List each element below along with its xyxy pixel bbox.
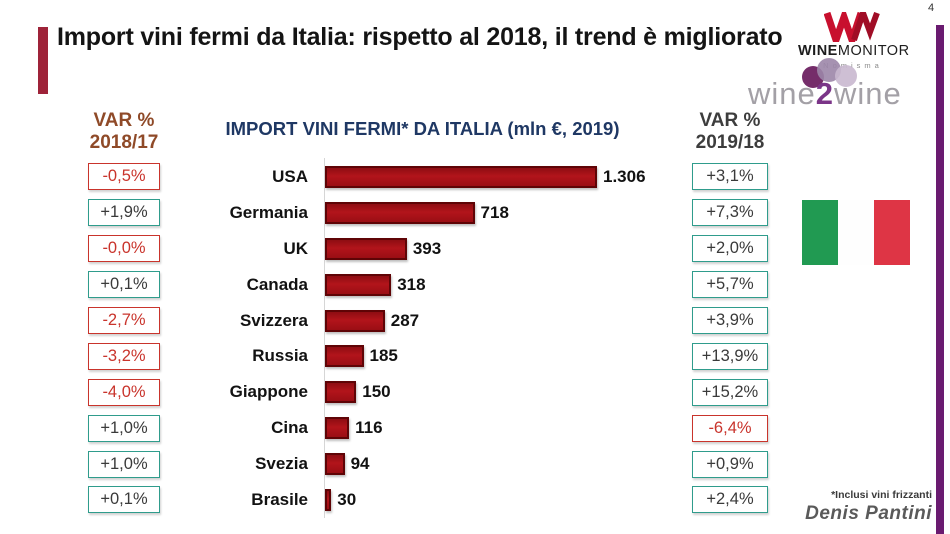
category-label: Brasile — [251, 489, 308, 509]
category-label: Canada — [246, 274, 308, 294]
wine2wine-part1: wine — [748, 76, 816, 111]
var-2018-17-header-line2: 2018/17 — [89, 131, 159, 153]
bar — [325, 488, 332, 511]
var-2018-17-column: -0,5% +1,9% -0,0% +0,1% -2,7% -3,2% -4,0… — [88, 159, 160, 518]
var-box: +3,9% — [692, 307, 768, 334]
var-2019-18-header-line2: 2019/18 — [695, 131, 765, 153]
wine2wine-wordmark: wine2wine — [748, 76, 902, 112]
wine2wine-grapes-icon — [802, 58, 857, 88]
var-box: +1,0% — [88, 414, 160, 442]
chart-row: Russia 185 — [186, 338, 656, 374]
chart-row: Germania 718 — [186, 195, 656, 231]
bar-value-label: 116 — [355, 418, 383, 438]
bar-value-label: 185 — [369, 346, 398, 366]
category-label: Svezia — [255, 454, 308, 474]
bar-value-label: 287 — [390, 310, 420, 330]
bar — [325, 201, 475, 224]
winemonitor-logo: WINEMONITOR Nomisma — [798, 12, 910, 70]
winemonitor-wordmark: WINEMONITOR — [798, 43, 910, 59]
var-box: -4,0% — [88, 378, 160, 406]
var-box: -3,2% — [88, 342, 160, 370]
category-label: Germania — [229, 202, 308, 222]
bar-value-label: 318 — [397, 274, 426, 294]
bar-chart: USA 1.306 Germania 718 UK 393 Canada 318 Svi… — [186, 159, 656, 518]
category-label: Cina — [271, 418, 308, 438]
var-box: +0,9% — [692, 450, 768, 478]
var-box: -2,7% — [88, 307, 160, 334]
chart-row: USA 1.306 — [186, 159, 656, 195]
bar — [325, 453, 345, 476]
bar-value-label: 30 — [337, 489, 357, 509]
page-number: 4 — [928, 2, 935, 14]
chart-row: Svizzera 287 — [186, 303, 656, 339]
bar-value-label: 150 — [362, 382, 391, 402]
var-2018-17-header: VAR % 2018/17 — [64, 110, 184, 154]
italy-flag-icon — [802, 200, 910, 265]
var-2019-18-header: VAR % 2019/18 — [670, 110, 790, 154]
bar — [325, 381, 357, 404]
var-box: +1,9% — [88, 199, 160, 227]
title-accent-bar — [38, 27, 48, 94]
bar — [325, 309, 385, 332]
category-label: Giappone — [229, 382, 308, 402]
right-side-bar — [936, 25, 944, 534]
var-2019-18-column: +3,1% +7,3% +2,0% +5,7% +3,9% +13,9% +15… — [692, 159, 768, 518]
winemonitor-wordmark-regular: MONITOR — [837, 43, 910, 59]
winemonitor-mark-icon — [824, 12, 880, 42]
category-label: USA — [272, 166, 308, 186]
chart-row: Cina 116 — [186, 410, 656, 446]
chart-row: Canada 318 — [186, 267, 656, 303]
bar — [325, 273, 392, 296]
footnote: *Inclusi vini frizzanti — [831, 489, 932, 501]
bar — [325, 237, 407, 260]
bar-value-label: 393 — [412, 238, 442, 258]
var-box: -0,5% — [88, 163, 160, 191]
chart-row: Giappone 150 — [186, 374, 656, 410]
bar — [325, 417, 350, 440]
author-name: Denis Pantini — [805, 503, 932, 524]
winemonitor-wordmark-bold: WINE — [798, 43, 838, 59]
var-box: -6,4% — [692, 414, 768, 442]
chart-row: Svezia 94 — [186, 446, 656, 482]
var-box: +1,0% — [88, 450, 160, 478]
bar — [325, 165, 597, 188]
category-label: UK — [283, 238, 308, 258]
wine2wine-part3: wine — [834, 76, 902, 111]
chart-row: Brasile 30 — [186, 482, 656, 518]
var-box: +0,1% — [88, 486, 160, 514]
chart-axis-line — [324, 158, 325, 518]
var-box: +3,1% — [692, 163, 768, 191]
slide-title: Import vini fermi da Italia: rispetto al… — [57, 23, 783, 51]
bar-value-label: 1.306 — [603, 166, 646, 186]
bar-value-label: 94 — [350, 454, 370, 474]
var-2019-18-header-line1: VAR % — [699, 110, 761, 131]
var-box: +2,4% — [692, 486, 768, 514]
var-box: -0,0% — [88, 235, 160, 263]
var-2018-17-header-line1: VAR % — [93, 110, 155, 131]
var-box: +13,9% — [692, 342, 768, 370]
wine2wine-part2: 2 — [815, 76, 835, 111]
category-label: Russia — [252, 346, 308, 366]
category-label: Svizzera — [239, 310, 308, 330]
var-box: +0,1% — [88, 271, 160, 299]
var-box: +5,7% — [692, 271, 768, 299]
var-box: +2,0% — [692, 235, 768, 263]
var-box: +7,3% — [692, 199, 768, 227]
bar — [325, 345, 364, 368]
chart-title: IMPORT VINI FERMI* DA ITALIA (mln €, 201… — [225, 118, 620, 139]
var-box: +15,2% — [692, 378, 768, 406]
chart-row: UK 393 — [186, 231, 656, 267]
bar-value-label: 718 — [480, 202, 509, 222]
nomisma-label: Nomisma — [823, 61, 883, 70]
